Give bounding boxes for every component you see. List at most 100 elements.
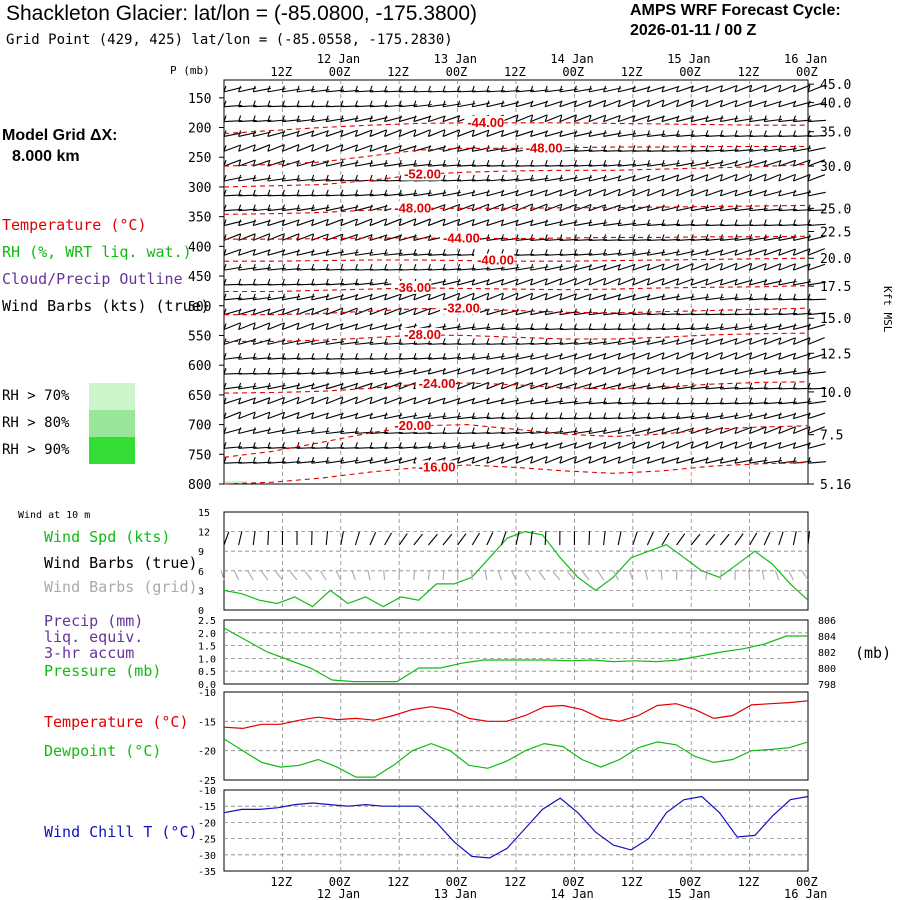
- wind-barb-flag: [705, 308, 709, 315]
- wind-barb-flag: [705, 367, 709, 375]
- wind-barb: [647, 174, 665, 182]
- wind-barb-flag: [471, 278, 475, 286]
- wind-barb: [238, 159, 256, 167]
- wind-barb-flag: [354, 397, 358, 404]
- wind-barb: [705, 262, 723, 271]
- wind-barb-flag: [354, 85, 358, 93]
- wind-barb: [661, 116, 680, 123]
- wind-barb-flag: [792, 323, 796, 330]
- wind-barb: [515, 266, 534, 271]
- wind-barb-flag: [530, 457, 534, 464]
- wind-barb-flag: [544, 353, 548, 360]
- precip-tick-label: 1.5: [198, 642, 216, 653]
- wind-barb: [574, 456, 592, 464]
- wind-barb-flag: [705, 263, 709, 271]
- wind-barb-grid: [351, 570, 356, 581]
- wind-barb-flag: [267, 308, 271, 315]
- wind-barb-flag: [311, 427, 315, 434]
- wind-barb-flag: [340, 442, 344, 449]
- wind-barb-flag: [413, 130, 417, 137]
- wind-barb: [749, 441, 767, 449]
- wind-barb-flag: [603, 457, 607, 464]
- wind-barb: [574, 442, 592, 449]
- wind-barb: [282, 250, 300, 256]
- wind-barb-flag: [763, 293, 767, 300]
- pressure-tick-label: 700: [188, 419, 211, 434]
- wind-barb: [326, 323, 344, 331]
- wind-barb-flag: [267, 174, 271, 182]
- wind-barb-flag: [486, 234, 490, 241]
- wind-barb: [618, 456, 636, 464]
- wind-barb-flag: [413, 159, 417, 167]
- windchill-panel-tick-label: -35: [198, 867, 216, 878]
- wind-barb-flag: [398, 219, 402, 226]
- wind-barb-flag: [340, 427, 344, 434]
- wind-barb: [676, 457, 695, 464]
- wind-barb-flag: [238, 159, 242, 167]
- wind-barb-flag: [661, 353, 665, 360]
- wind-barb: [676, 296, 695, 301]
- wind-barbs-grid-legend: Wind Barbs (grid): [44, 578, 198, 596]
- wind-barb-flag: [325, 397, 329, 404]
- wind-barb-flag: [369, 412, 373, 419]
- wind-barb: [428, 218, 446, 227]
- wind-barb: [282, 296, 301, 301]
- wind-barb: [749, 426, 767, 435]
- wind-barb-flag: [617, 278, 621, 286]
- wind-barb-grid: [597, 570, 605, 581]
- wind-barb: [442, 191, 461, 197]
- wind-barb: [253, 308, 271, 316]
- wind-barb-flag: [427, 397, 431, 404]
- wind-barb-flag: [588, 442, 592, 449]
- wind-barb: [296, 219, 315, 227]
- wind-barb: [545, 100, 563, 108]
- wind-barb-flag: [573, 130, 577, 137]
- wind-barb-flag: [676, 293, 680, 300]
- wind-barb: [326, 383, 344, 390]
- wind-barb: [326, 233, 344, 241]
- wind-barb-flag: [763, 457, 767, 464]
- wind-barb-flag: [749, 219, 753, 226]
- wind-barb: [647, 277, 665, 286]
- wind-barb-flag: [457, 353, 461, 360]
- wind-barb: [413, 293, 431, 301]
- wind-barb: [515, 101, 534, 108]
- temperature-contour: [223, 204, 809, 215]
- wind-barb: [472, 444, 491, 449]
- wind-barb: [486, 219, 505, 227]
- precip-tick-label: 0.5: [198, 667, 216, 678]
- wind-barb-grid: [644, 570, 648, 581]
- wind-barb: [384, 218, 402, 227]
- wind-barb-flag: [705, 353, 709, 360]
- wind-barb-flag: [296, 263, 300, 271]
- wind-barb: [530, 531, 533, 546]
- pressure-tick-label: 798: [818, 680, 836, 691]
- wind-barb-flag: [573, 353, 577, 360]
- wind-barb: [574, 114, 592, 123]
- wind-barb: [311, 383, 330, 390]
- wind-barb-flag: [690, 278, 694, 286]
- precip-accum-legend: 3-hr accum: [44, 644, 135, 662]
- wind-barb: [661, 162, 680, 167]
- wind-barb: [764, 325, 782, 331]
- wind-barb: [223, 338, 242, 345]
- wind-barb-flag: [311, 189, 315, 197]
- temperature-contour: [224, 332, 809, 342]
- wind-barb-flag: [442, 412, 446, 419]
- wind-barb: [238, 144, 256, 152]
- wind-barb: [749, 160, 767, 167]
- wind-barb: [457, 456, 475, 464]
- wind-barb-flag: [734, 234, 738, 241]
- wind-barb: [559, 131, 578, 137]
- wind-barb-flag: [690, 442, 694, 449]
- wind-barb: [354, 531, 361, 546]
- wind-barb-flag: [617, 130, 621, 137]
- wind-barb: [661, 263, 680, 271]
- wind-barb: [515, 443, 534, 449]
- wind-barb-flag: [471, 130, 475, 137]
- wind-barb: [559, 265, 578, 271]
- wind-barb-flag: [223, 85, 227, 93]
- wind-barb: [515, 189, 534, 197]
- wind-barb-flag: [544, 442, 548, 449]
- wind-barb-flag: [457, 412, 461, 419]
